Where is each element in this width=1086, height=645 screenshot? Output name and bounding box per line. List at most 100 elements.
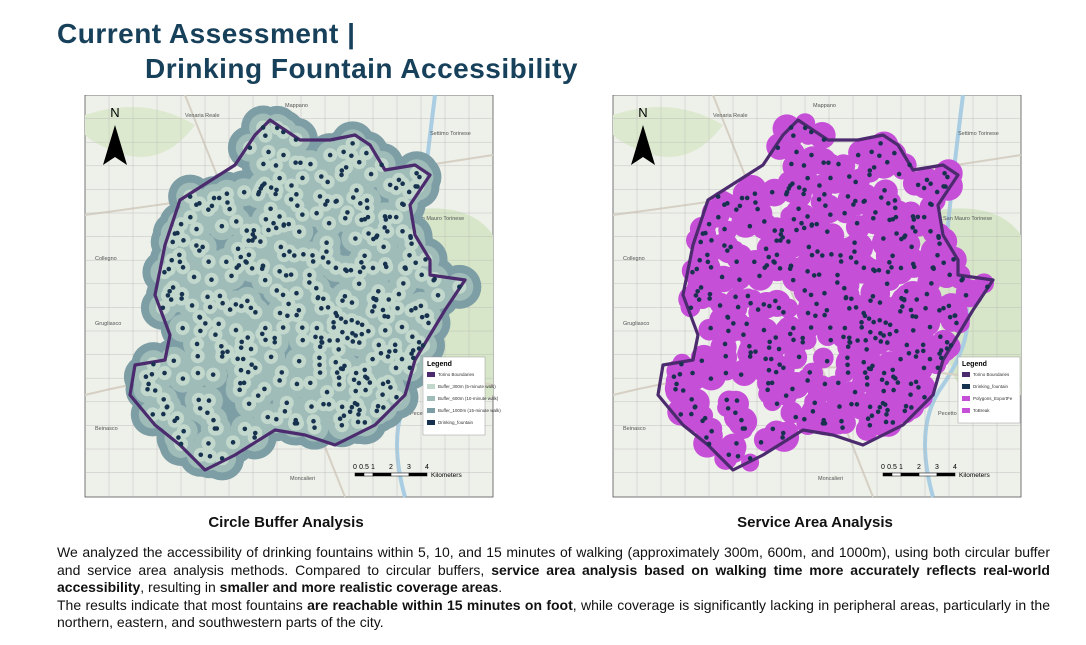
text: The results indicate that most fountains [57,596,308,613]
fountain [806,244,812,250]
fountain [179,296,184,301]
fountain [735,453,741,459]
fountain [207,453,213,459]
fountain [791,325,796,331]
fountain [708,265,714,270]
fountain [908,381,914,387]
fountain [915,182,921,188]
fountain [325,198,330,204]
fountain [281,152,286,158]
fountain [747,223,753,229]
fountain [326,220,332,226]
place-label: Collegno [95,256,117,262]
fountain [908,392,913,397]
fountain [353,236,358,241]
scale-segment [900,472,920,477]
fountain [771,259,776,264]
fountain [387,349,392,354]
fountain [802,416,807,422]
fountain [954,320,959,326]
fountain [268,354,274,360]
scale-label: 2 [389,464,393,471]
fountain [936,235,941,241]
fountain [372,304,377,309]
fountain [913,379,919,385]
place-label: Settimo Torinese [958,131,999,137]
fountain [903,288,909,294]
fountain [693,293,699,298]
fountain [805,310,811,316]
fountain [819,253,825,258]
place-label: Settimo Torinese [430,131,471,137]
fountain [324,389,330,395]
fountain [352,400,358,406]
fountain [807,370,813,375]
fountain [733,294,738,300]
fountain [343,165,349,170]
fountain [296,229,302,234]
fountain [734,207,739,212]
fountain [789,161,794,167]
fountain [747,354,753,359]
fountain [287,249,292,254]
fountain [309,404,314,409]
fountain [300,212,305,217]
fountain [361,265,366,270]
fountain [220,350,225,355]
fountain [336,382,342,387]
fountain [823,203,828,208]
fountain [280,325,286,330]
fountain [847,339,852,345]
fountain [172,231,178,236]
fountain [898,309,903,314]
fountain [770,426,776,432]
fountain [206,441,211,446]
fountain [331,325,337,330]
fountain [840,425,845,430]
fountain [848,255,854,260]
fountain [883,320,888,325]
fountain [861,359,867,365]
fountain [382,261,388,267]
fountain [238,254,244,260]
fountain [356,281,362,287]
fountain [884,380,890,386]
fountain [263,325,268,331]
fountain [828,337,834,343]
place-label: Grugliasco [623,321,649,327]
fountain [737,277,742,283]
fountain [240,356,246,362]
fountain [402,265,408,270]
fountain [941,184,946,189]
fountain [419,272,424,278]
fountain [242,426,248,432]
fountain [705,252,710,258]
fountain [941,260,946,266]
fountain [387,182,393,188]
fountain [367,380,373,385]
fountain [410,355,416,361]
fountain [864,382,870,387]
fountain [413,184,418,189]
fountain [793,414,799,420]
map-frame: Mappano Venaria Reale Settimo Torinese San … [84,95,501,498]
fountain [890,420,896,425]
fountain [805,269,810,274]
fountain [869,413,875,418]
fountain [230,440,236,445]
fountain [374,233,380,238]
fountain [952,313,958,318]
fountain [864,375,870,381]
fountain [278,244,284,250]
fountain [921,365,927,371]
fountain [852,240,857,246]
fountain [295,203,300,208]
fountain [861,265,867,271]
fountain [826,160,831,166]
fountain [319,306,324,311]
fountain [315,295,321,300]
fountain [698,285,704,290]
fountain [314,210,319,216]
fountain [809,223,815,228]
fountain [162,269,167,275]
